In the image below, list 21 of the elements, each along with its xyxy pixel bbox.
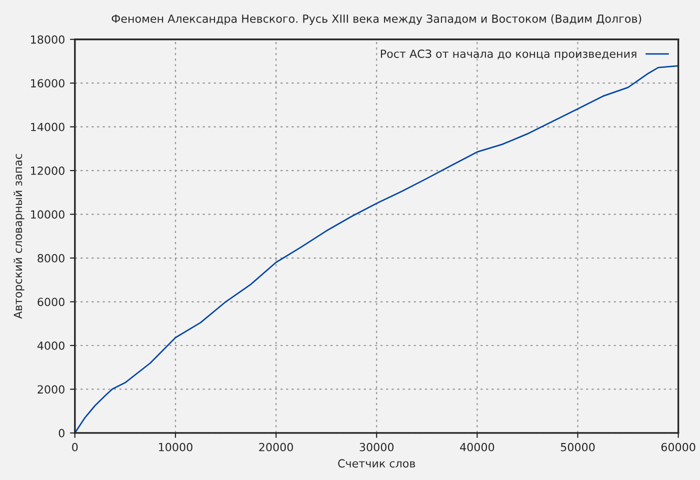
x-tick-label: 10000: [159, 442, 192, 452]
x-tick-label: 60000: [661, 442, 696, 452]
x-tick-label: 50000: [560, 442, 595, 452]
legend-label: Рост АСЗ от начала до конца произведения: [380, 50, 636, 60]
y-tick-label: 10000: [31, 210, 64, 219]
y-tick-label: 2000: [38, 385, 64, 394]
y-tick-label: 8000: [38, 254, 64, 262]
y-tick-label: 0: [58, 428, 64, 438]
y-tick-label: 12000: [31, 166, 64, 175]
y-tick-label: 16000: [31, 79, 64, 88]
x-tick-label: 0: [72, 442, 78, 452]
y-axis-title: Авторский словарный запас: [14, 154, 24, 319]
x-tick-label: 20000: [259, 442, 293, 452]
y-tick-label: 4000: [37, 341, 64, 350]
x-axis-title: Счетчик слов: [338, 459, 416, 468]
y-tick-label: 6000: [38, 298, 64, 306]
x-tick-label: 30000: [360, 442, 394, 452]
chart-title: Феномен Александра Невского. Русь XIII века между Западом и Востоком (Вадим Долгов): [112, 14, 642, 26]
y-tick-label: 18000: [31, 35, 64, 44]
y-tick-label: 14000: [31, 122, 64, 132]
x-tick-label: 40000: [460, 442, 494, 452]
